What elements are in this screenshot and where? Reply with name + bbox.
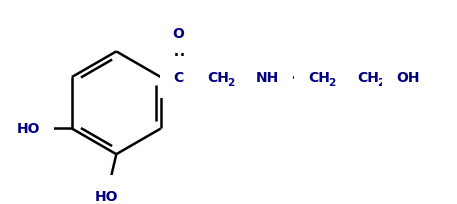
Text: CH: CH [357, 71, 379, 85]
Text: HO: HO [16, 122, 40, 136]
Text: HO: HO [95, 189, 118, 203]
Text: 2: 2 [228, 78, 234, 88]
Text: 2: 2 [377, 78, 385, 88]
Text: CH: CH [207, 71, 229, 85]
Text: CH: CH [308, 71, 330, 85]
Text: 2: 2 [328, 78, 335, 88]
Text: C: C [174, 71, 184, 85]
Text: OH: OH [396, 71, 420, 85]
Text: O: O [173, 27, 185, 40]
Text: NH: NH [256, 71, 279, 85]
